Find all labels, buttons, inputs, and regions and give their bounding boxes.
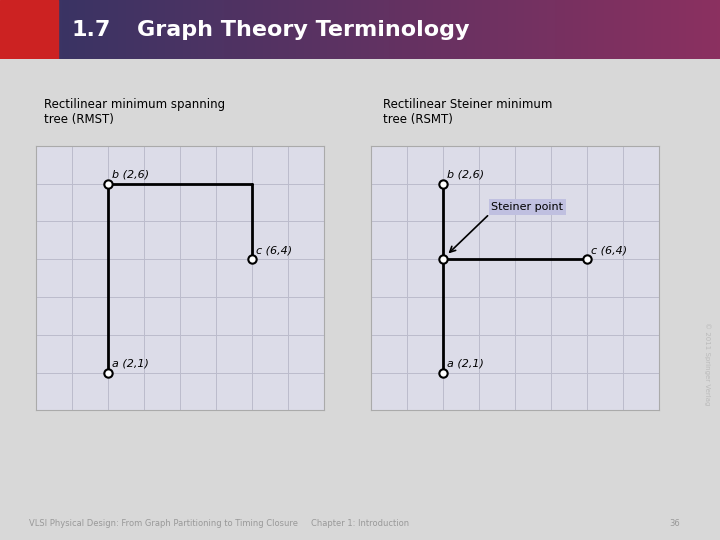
Text: b (2,6): b (2,6) xyxy=(447,170,485,180)
Text: © 2011 Springer Verlag: © 2011 Springer Verlag xyxy=(703,322,711,405)
Text: Rectilinear minimum spanning
tree (RMST): Rectilinear minimum spanning tree (RMST) xyxy=(44,98,225,126)
Text: 1.7: 1.7 xyxy=(72,19,112,40)
Text: Chapter 1: Introduction: Chapter 1: Introduction xyxy=(311,519,409,528)
Bar xyxy=(0,0,58,59)
Text: Graph Theory Terminology: Graph Theory Terminology xyxy=(137,19,469,40)
Text: c (6,4): c (6,4) xyxy=(256,246,292,255)
Text: Rectilinear Steiner minimum
tree (RSMT): Rectilinear Steiner minimum tree (RSMT) xyxy=(382,98,552,126)
Text: a (2,1): a (2,1) xyxy=(112,359,149,369)
Text: b (2,6): b (2,6) xyxy=(112,170,150,180)
Text: 36: 36 xyxy=(670,519,680,528)
Text: VLSI Physical Design: From Graph Partitioning to Timing Closure: VLSI Physical Design: From Graph Partiti… xyxy=(29,519,298,528)
Text: c (6,4): c (6,4) xyxy=(591,246,627,255)
Text: a (2,1): a (2,1) xyxy=(447,359,484,369)
Text: Steiner point: Steiner point xyxy=(492,202,564,212)
